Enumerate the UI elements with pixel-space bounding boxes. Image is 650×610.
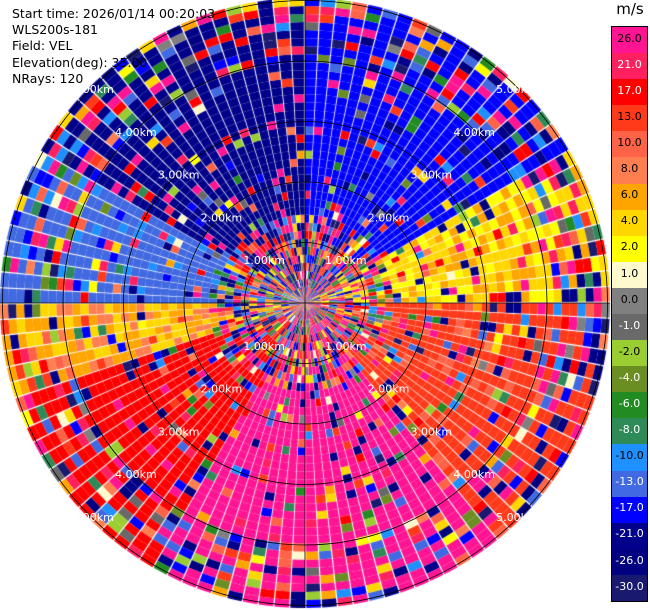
colorbar-tick-label: 10.0 xyxy=(617,136,642,150)
ring-label: 2.00km xyxy=(368,383,410,396)
ring-label: 1.00km xyxy=(243,254,285,267)
colorbar-tick-label: -30.0 xyxy=(615,579,644,593)
colorbar-bin xyxy=(612,444,647,472)
colorbar-tick-label: -17.0 xyxy=(615,501,644,515)
ring-label: 4.00km xyxy=(453,468,495,481)
colorbar-tick-label: 17.0 xyxy=(617,83,642,97)
colorbar-bin xyxy=(612,53,647,80)
colorbar-bin xyxy=(612,418,647,445)
range-ring xyxy=(183,181,427,425)
colorbar-tick-label: 2.0 xyxy=(620,240,639,254)
colorbar-bin xyxy=(612,79,647,106)
colorbar-tick-label: 21.0 xyxy=(617,57,642,71)
colorbar-bin xyxy=(612,287,647,315)
colorbar-bin xyxy=(612,235,647,263)
colorbar-tick-label: 26.0 xyxy=(617,31,642,45)
ring-label: 4.00km xyxy=(115,468,157,481)
colorbar-bin xyxy=(612,261,647,289)
ring-label: 4.00km xyxy=(115,126,157,139)
colorbar-tick-label: -2.0 xyxy=(618,344,641,358)
colorbar-unit: m/s xyxy=(616,0,644,18)
ring-label: 3.00km xyxy=(411,169,453,182)
ring-label: 5.00km xyxy=(72,511,114,524)
colorbar-tick-label: 4.0 xyxy=(620,214,639,228)
colorbar-bin xyxy=(612,392,647,419)
start-time-label: Start time: 2026/01/14 00:20:03 xyxy=(12,6,216,21)
colorbar-bin xyxy=(612,27,647,54)
colorbar-tick-label: 0.0 xyxy=(620,292,639,306)
ring-label: 3.00km xyxy=(158,425,200,438)
ring-label: 1.00km xyxy=(243,340,285,353)
ring-label: 1.00km xyxy=(325,254,367,267)
colorbar-bin xyxy=(612,574,647,602)
nrays-label: NRays: 120 xyxy=(12,70,84,86)
ring-label: 5.00km xyxy=(496,83,538,96)
colorbar-bin xyxy=(612,314,647,341)
ring-label: 3.00km xyxy=(158,169,200,182)
colorbar-bin xyxy=(612,209,647,237)
colorbar-tick-label: -13.0 xyxy=(615,475,644,489)
ring-label: 2.00km xyxy=(201,211,243,224)
colorbar: 26.0 21.0 17.0 13.0 10.0 8.0 6.0 4.0 2.0 1.0 0.0 -1… xyxy=(611,26,648,602)
colorbar-bin xyxy=(612,470,647,498)
colorbar-bin xyxy=(612,496,647,524)
ring-label: 2.00km xyxy=(201,383,243,396)
colorbar-bin xyxy=(612,105,647,132)
ring-label: 5.00km xyxy=(72,83,114,96)
ring-label: 2.00km xyxy=(368,211,410,224)
colorbar-tick-label: -1.0 xyxy=(618,318,641,332)
ring-label: 4.00km xyxy=(453,126,495,139)
scan-info: Start time: 2026/01/14 00:20:03 WLS200s-… xyxy=(12,6,215,87)
range-ring xyxy=(2,0,608,606)
colorbar-bin xyxy=(612,183,647,211)
colorbar-bin xyxy=(612,522,647,550)
colorbar-tick-label: -26.0 xyxy=(615,553,644,567)
colorbar-bin xyxy=(612,131,647,158)
range-ring xyxy=(62,60,548,546)
colorbar-bin xyxy=(612,548,647,576)
colorbar-tick-label: 6.0 xyxy=(620,188,639,202)
colorbar-tick-label: -21.0 xyxy=(615,527,644,541)
colorbar-bin xyxy=(612,366,647,393)
ring-label: 5.00km xyxy=(496,511,538,524)
range-ring xyxy=(244,242,366,364)
ring-label: 1.00km xyxy=(325,340,367,353)
instrument-label: WLS200s-181 xyxy=(12,22,98,38)
colorbar-tick-label: -4.0 xyxy=(618,370,641,384)
elevation-label: Elevation(deg): 35.00 xyxy=(12,54,148,70)
ring-label: 3.00km xyxy=(411,425,453,438)
colorbar-tick-label: 1.0 xyxy=(620,266,639,280)
colorbar-bin xyxy=(612,157,647,185)
colorbar-tick-label: 8.0 xyxy=(620,162,639,176)
colorbar-bin xyxy=(612,340,647,367)
colorbar-tick-label: -8.0 xyxy=(618,423,641,437)
range-ring xyxy=(123,121,487,485)
colorbar-tick-label: -6.0 xyxy=(618,397,641,410)
colorbar-tick-label: -10.0 xyxy=(615,449,644,463)
colorbar-tick-label: 13.0 xyxy=(617,110,642,123)
field-label: Field: VEL xyxy=(12,38,73,54)
